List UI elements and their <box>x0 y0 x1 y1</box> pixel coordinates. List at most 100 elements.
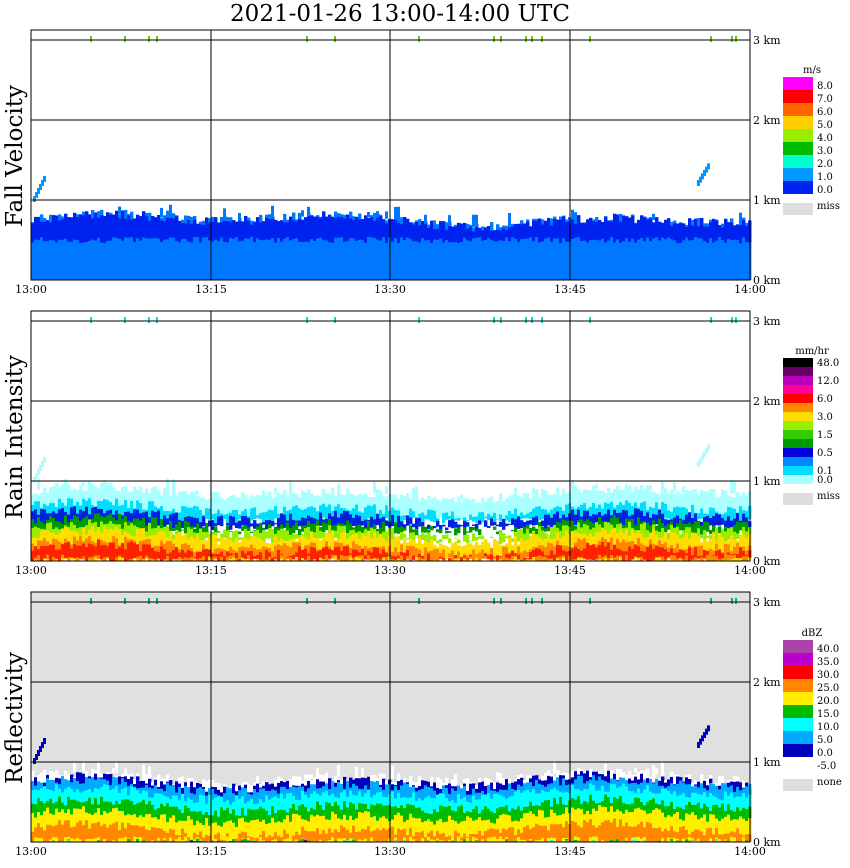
field-cell <box>721 818 725 842</box>
field-cell <box>523 522 527 530</box>
field-cell <box>694 219 698 280</box>
field-cell <box>661 222 665 280</box>
field-cell <box>745 821 749 839</box>
field-cell <box>256 529 260 538</box>
field-cell <box>493 512 497 524</box>
field-cell <box>133 218 137 280</box>
field-cell <box>487 225 491 239</box>
field-cell <box>307 515 311 526</box>
field-cell <box>355 216 359 241</box>
field-cell <box>103 824 107 839</box>
field-cell <box>115 510 119 529</box>
field-cell <box>556 219 560 239</box>
field-cell <box>172 214 176 238</box>
field-cell <box>322 503 326 518</box>
field-cell <box>601 222 605 239</box>
field-spike <box>634 767 637 773</box>
field-cell <box>478 228 482 280</box>
colorbar-label: 1.0 <box>817 172 833 183</box>
field-cell <box>526 525 530 531</box>
field-cell <box>472 227 476 280</box>
field-spike <box>460 494 463 500</box>
field-cell <box>649 823 653 842</box>
field-cell <box>385 531 389 544</box>
field-cell <box>241 817 245 840</box>
field-cell <box>628 502 632 520</box>
field-cell <box>457 517 461 521</box>
field-cell <box>709 219 713 280</box>
field-cell <box>310 831 314 842</box>
streak-segment <box>43 738 46 744</box>
field-cell <box>478 817 482 840</box>
field-cell <box>85 211 89 242</box>
field-cell <box>487 497 491 517</box>
field-cell <box>727 552 731 555</box>
field-cell <box>73 808 77 842</box>
field-cell <box>532 827 536 842</box>
field-cell <box>481 497 485 517</box>
field-cell <box>316 525 320 540</box>
field-cell <box>586 822 590 842</box>
field-cell <box>523 533 527 542</box>
field-cell <box>499 832 503 837</box>
colorbar-label: 5.0 <box>817 120 833 131</box>
sparse-echo <box>541 598 543 604</box>
field-cell <box>583 523 587 541</box>
field-cell <box>373 212 377 280</box>
field-cell <box>298 815 302 840</box>
field-cell <box>739 833 743 842</box>
field-cell <box>667 218 671 238</box>
field-cell <box>631 548 635 560</box>
field-cell <box>688 512 692 529</box>
field-cell <box>610 549 614 556</box>
field-cell <box>427 495 431 517</box>
field-cell <box>223 529 227 538</box>
streak-segment <box>703 732 706 738</box>
field-cell <box>238 833 242 842</box>
field-cell <box>556 224 560 280</box>
field-spike <box>499 773 502 781</box>
field-cell <box>595 490 599 517</box>
field-cell <box>718 526 722 534</box>
field-cell <box>535 218 539 280</box>
field-cell <box>739 547 743 559</box>
colorbar-miss-swatch <box>783 203 813 215</box>
sparse-echo <box>306 317 308 323</box>
field-cell <box>715 550 719 556</box>
field-cell <box>631 826 635 838</box>
sparse-echo <box>306 36 308 42</box>
field-cell <box>313 220 317 280</box>
field-cell <box>724 544 728 561</box>
field-cell <box>592 485 596 517</box>
field-cell <box>583 223 587 241</box>
field-cell <box>451 819 455 841</box>
field-cell <box>460 557 464 561</box>
field-spike <box>169 204 172 219</box>
field-cell <box>445 530 449 534</box>
field-cell <box>166 518 170 525</box>
field-cell <box>535 535 539 559</box>
field-cell <box>535 220 539 237</box>
field-cell <box>334 546 338 556</box>
field-cell <box>658 809 662 840</box>
sparse-echo <box>731 598 733 604</box>
field-cell <box>649 218 653 242</box>
field-cell <box>736 492 740 517</box>
field-cell <box>472 526 476 531</box>
field-cell <box>325 493 329 517</box>
field-cell <box>277 493 281 517</box>
field-cell <box>61 508 65 526</box>
field-cell <box>358 812 362 842</box>
field-cell <box>412 492 416 517</box>
field-cell <box>607 522 611 544</box>
field-cell <box>634 826 638 838</box>
field-cell <box>646 546 650 561</box>
field-cell <box>547 221 551 280</box>
field-cell <box>46 824 50 842</box>
field-cell <box>553 493 557 517</box>
field-cell <box>292 492 296 517</box>
field-cell <box>538 218 542 243</box>
colorbar-label: 0.0 <box>817 748 833 759</box>
field-cell <box>79 485 83 517</box>
field-cell <box>409 498 413 517</box>
